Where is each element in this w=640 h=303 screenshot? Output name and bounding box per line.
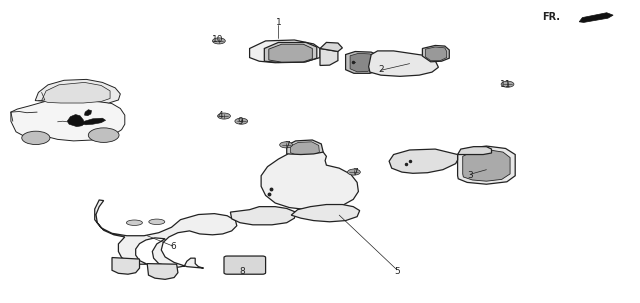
Text: 11: 11 <box>500 80 511 89</box>
Polygon shape <box>11 99 125 141</box>
Polygon shape <box>287 140 323 158</box>
Ellipse shape <box>149 219 165 225</box>
Polygon shape <box>389 149 458 173</box>
Polygon shape <box>82 118 106 125</box>
Polygon shape <box>250 40 320 63</box>
Text: 6: 6 <box>170 242 175 251</box>
Polygon shape <box>291 205 360 222</box>
Polygon shape <box>346 52 378 73</box>
Polygon shape <box>463 150 510 181</box>
Polygon shape <box>42 82 110 103</box>
Text: 9: 9 <box>237 117 243 126</box>
Circle shape <box>88 128 119 142</box>
Text: 4: 4 <box>218 111 223 120</box>
Polygon shape <box>579 13 613 22</box>
Circle shape <box>501 81 514 87</box>
Polygon shape <box>291 142 319 156</box>
Circle shape <box>212 38 225 44</box>
Polygon shape <box>458 146 515 184</box>
Circle shape <box>22 131 50 145</box>
Polygon shape <box>261 152 358 210</box>
Ellipse shape <box>127 220 143 225</box>
Text: 7: 7 <box>284 141 289 150</box>
Text: 7: 7 <box>353 168 358 177</box>
FancyBboxPatch shape <box>224 256 266 274</box>
Text: 3: 3 <box>468 171 473 180</box>
Circle shape <box>280 142 292 148</box>
Polygon shape <box>320 48 338 65</box>
Polygon shape <box>84 110 92 116</box>
Text: 1: 1 <box>276 18 281 27</box>
Polygon shape <box>458 147 492 155</box>
Text: 10: 10 <box>212 35 223 44</box>
Polygon shape <box>350 53 374 72</box>
Ellipse shape <box>294 183 314 195</box>
Circle shape <box>218 113 230 119</box>
Polygon shape <box>264 42 317 62</box>
Circle shape <box>348 169 360 175</box>
Text: 5: 5 <box>394 267 399 276</box>
Polygon shape <box>422 45 449 62</box>
Polygon shape <box>35 79 120 103</box>
Polygon shape <box>369 51 438 76</box>
Polygon shape <box>426 47 447 61</box>
Text: 8: 8 <box>239 267 244 276</box>
Circle shape <box>235 118 248 124</box>
Polygon shape <box>320 42 342 52</box>
Text: FR.: FR. <box>542 12 560 22</box>
Polygon shape <box>230 207 296 225</box>
Polygon shape <box>95 200 237 268</box>
Polygon shape <box>112 258 140 274</box>
Polygon shape <box>67 115 84 127</box>
Polygon shape <box>147 264 178 279</box>
Polygon shape <box>269 44 312 62</box>
Text: 2: 2 <box>378 65 383 74</box>
